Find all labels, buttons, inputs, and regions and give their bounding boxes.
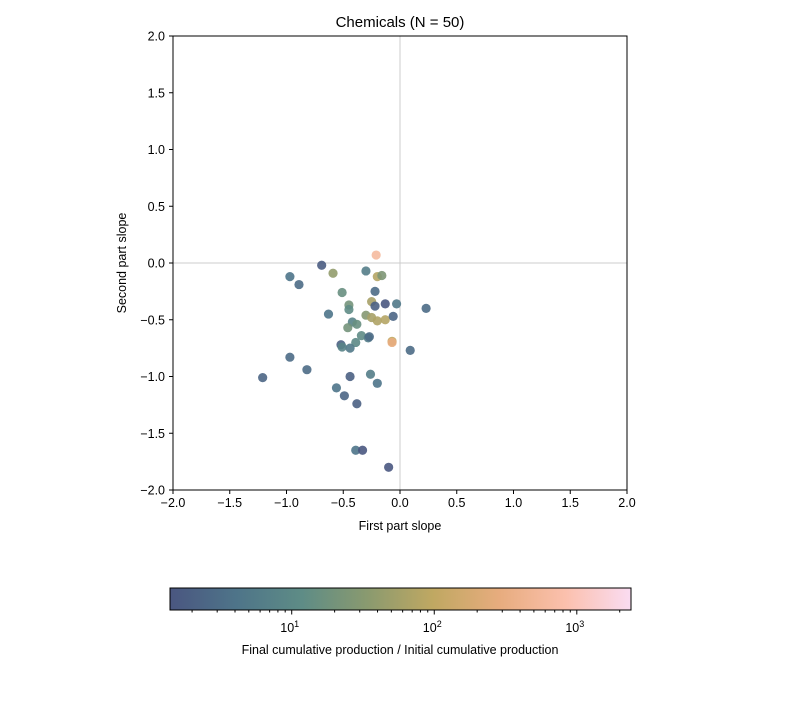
data-point (391, 299, 402, 309)
chart-title: Chemicals (N = 50) (336, 14, 465, 31)
y-tick-label: 1.0 (148, 143, 165, 157)
x-tick-label: −1.5 (217, 496, 242, 510)
data-point (294, 279, 304, 290)
data-point (323, 309, 334, 319)
data-point (285, 272, 295, 282)
data-point (387, 337, 397, 348)
x-tick-label: 1.0 (505, 496, 522, 510)
plot-area: −2.0−2.0 −1.5 −1.5 −1.0 −1.0 −0.5 −0.5 0.0 0.0 0.… (140, 30, 635, 511)
colorbar-tick-label: 103 (565, 619, 584, 635)
y-tick-label: −1.5 (140, 427, 165, 441)
data-point (258, 373, 268, 383)
x-tick-label: 2.0 (618, 496, 635, 510)
x-tick-label: −1.0 (274, 496, 299, 510)
data-point (370, 286, 380, 296)
data-point (357, 445, 368, 455)
y-tick-label: −0.5 (140, 313, 165, 327)
y-tick-label: 2.0 (148, 30, 165, 44)
data-point (361, 266, 371, 276)
data-point (380, 299, 390, 309)
x-tick-label: 1.5 (562, 496, 579, 510)
data-point (302, 365, 312, 375)
data-point (317, 260, 327, 270)
y-tick-label: 0.5 (148, 200, 165, 214)
data-point (337, 287, 347, 298)
x-tick-label: 0.0 (391, 496, 408, 510)
data-point (372, 378, 382, 388)
y-tick-label: −2.0 (140, 484, 165, 498)
x-tick-label: −0.5 (331, 496, 356, 510)
x-axis-label: First part slope (359, 519, 442, 533)
x-tick-label: −2.0 (161, 496, 186, 510)
colorbar-tick-label: 102 (423, 619, 442, 635)
data-point (352, 399, 362, 409)
data-point (370, 301, 380, 311)
data-point (331, 383, 342, 393)
colorbar: 101 102 103 (169, 587, 632, 635)
x-tick-label: 0.5 (448, 496, 465, 510)
data-point (339, 391, 349, 401)
data-point (372, 316, 382, 326)
data-point (365, 369, 376, 379)
data-point (344, 304, 354, 315)
data-point (380, 315, 390, 325)
data-point (364, 332, 374, 342)
colorbar-gradient (169, 587, 632, 611)
data-point (345, 371, 355, 382)
data-point (328, 268, 338, 278)
data-point (388, 311, 398, 321)
colorbar-label: Final cumulative production / Initial cu… (242, 643, 559, 657)
data-point (285, 352, 295, 362)
data-point (337, 342, 347, 352)
data-point (352, 319, 362, 329)
y-tick-label: −1.0 (140, 370, 165, 384)
data-point (421, 303, 431, 313)
y-axis-label: Second part slope (115, 213, 129, 314)
data-point (343, 323, 353, 333)
data-point (351, 445, 361, 455)
data-point (405, 345, 415, 355)
data-point (377, 270, 387, 281)
data-point (351, 337, 361, 348)
colorbar-tick-label: 101 (280, 619, 299, 635)
y-tick-label: 1.5 (148, 86, 165, 100)
y-tick-label: 0.0 (148, 257, 165, 271)
data-point (371, 250, 381, 260)
data-point (384, 462, 394, 472)
data-point (345, 343, 355, 353)
